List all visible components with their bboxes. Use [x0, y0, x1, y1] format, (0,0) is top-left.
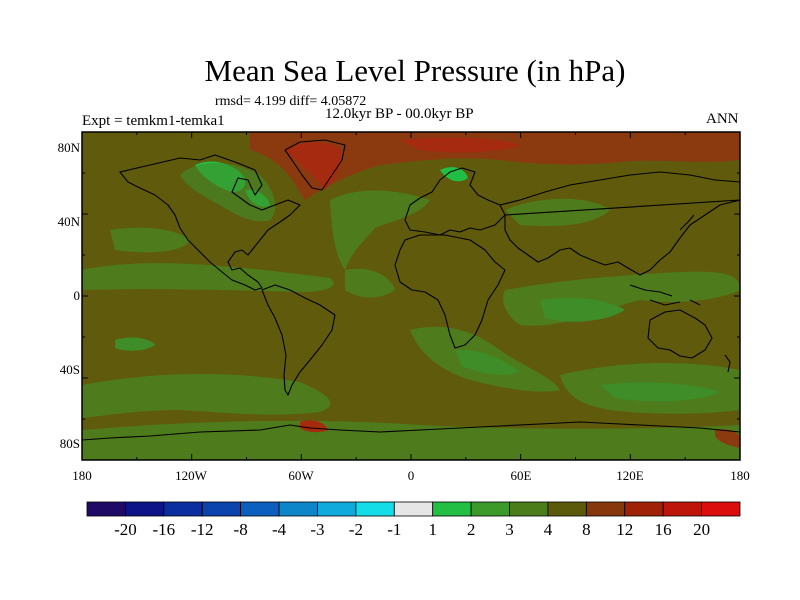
colorbar-swatch: [585, 501, 626, 517]
colorbar-label: 20: [693, 520, 711, 539]
lon-label-60e: 60E: [510, 468, 532, 483]
coastlines: [82, 139, 740, 441]
colorbar-label: -20: [114, 520, 137, 539]
colorbar-swatch: [163, 501, 203, 517]
coast-australia: [647, 309, 713, 359]
colorbar-label: 12: [616, 520, 634, 539]
colorbar-label: -12: [190, 520, 214, 539]
colorbar-swatch: [240, 501, 280, 517]
colorbar-swatch: [547, 501, 587, 517]
lon-label-120e: 120E: [616, 468, 644, 483]
lat-label-80n: 80N: [57, 140, 80, 155]
coast-europe: [404, 167, 506, 236]
field-green-southern: [600, 382, 720, 402]
field-green-indian: [540, 298, 625, 322]
coast-antarctica: [82, 421, 740, 441]
colorbar-swatch: [201, 501, 242, 517]
colorbar-swatch: [393, 501, 434, 517]
field-tropical-pacific: [82, 263, 334, 292]
experiment-label: Expt = temkm1-temka1: [82, 113, 225, 129]
colorbar-swatch: [86, 501, 126, 517]
colorbar-label: 1: [428, 520, 437, 539]
coast-north-america: [119, 154, 301, 291]
coast-new-zealand: [724, 354, 731, 373]
colorbar-label: 4: [543, 520, 553, 539]
colorbar-label: -1: [387, 520, 402, 539]
map-title: Mean Sea Level Pressure (in hPa): [204, 53, 626, 88]
lon-label-60w: 60W: [288, 468, 314, 483]
lon-label-180e: 180: [730, 468, 750, 483]
colorbar-swatch: [278, 501, 318, 517]
field-green-south-atlantic: [455, 349, 520, 375]
colorbar-swatch: [470, 501, 510, 517]
coast-africa: [394, 234, 506, 349]
colorbar-label: -8: [233, 520, 248, 539]
colorbar-label: -16: [152, 520, 176, 539]
colorbar-swatch: [125, 501, 165, 517]
colorbar-swatch: [355, 501, 395, 517]
colorbar: [86, 501, 741, 517]
coast-japan: [679, 214, 695, 231]
axis-ticks: [81, 131, 741, 461]
field-greenland-red: [285, 142, 342, 190]
season-label: ANN: [706, 111, 739, 127]
colorbar-label: -3: [310, 520, 325, 539]
colorbar-swatch: [509, 501, 549, 517]
field-arctic-red-deep: [400, 137, 520, 153]
field-arctic-red: [250, 132, 740, 200]
lon-label-0: 0: [407, 468, 415, 483]
coast-asia: [499, 171, 740, 276]
lon-label-120w: 120W: [175, 468, 207, 483]
field-north-pacific: [110, 227, 190, 253]
coast-indonesia: [629, 284, 701, 306]
colorbar-swatch: [662, 501, 702, 517]
field-bright-green-scandinavia: [440, 167, 468, 182]
field-north-atlantic: [330, 190, 430, 270]
lat-label-40n: 40N: [57, 214, 80, 229]
colorbar-label: 16: [654, 520, 672, 539]
colorbar-label: 3: [505, 520, 514, 539]
field-antarctic-red-east: [715, 429, 740, 448]
coast-greenland: [284, 139, 346, 191]
colorbar-label: 2: [466, 520, 476, 539]
lat-label-80s: 80S: [59, 436, 80, 451]
lat-label-40s: 40S: [59, 362, 80, 377]
period-label: 12.0kyr BP - 00.0kyr BP: [325, 106, 474, 122]
colorbar-swatch: [624, 501, 664, 517]
lon-label-180w: 180: [72, 468, 92, 483]
colorbar-label: -2: [348, 520, 363, 539]
colorbar-label: 8: [582, 520, 591, 539]
stats-text: rmsd= 4.199 diff= 4.05872: [215, 94, 367, 109]
field-green-south-pacific: [115, 337, 155, 351]
field-green-canada-ring: [180, 162, 276, 222]
lat-label-0: 0: [73, 288, 81, 303]
field-eurasia: [505, 198, 610, 227]
coast-south-america: [261, 284, 336, 396]
field-equatorial-atlantic: [345, 268, 395, 298]
colorbar-swatch: [701, 501, 741, 517]
field-south-pacific: [82, 374, 331, 418]
colorbar-swatch: [317, 501, 357, 517]
colorbar-label: -4: [271, 520, 287, 539]
colorbar-swatch: [432, 501, 472, 517]
